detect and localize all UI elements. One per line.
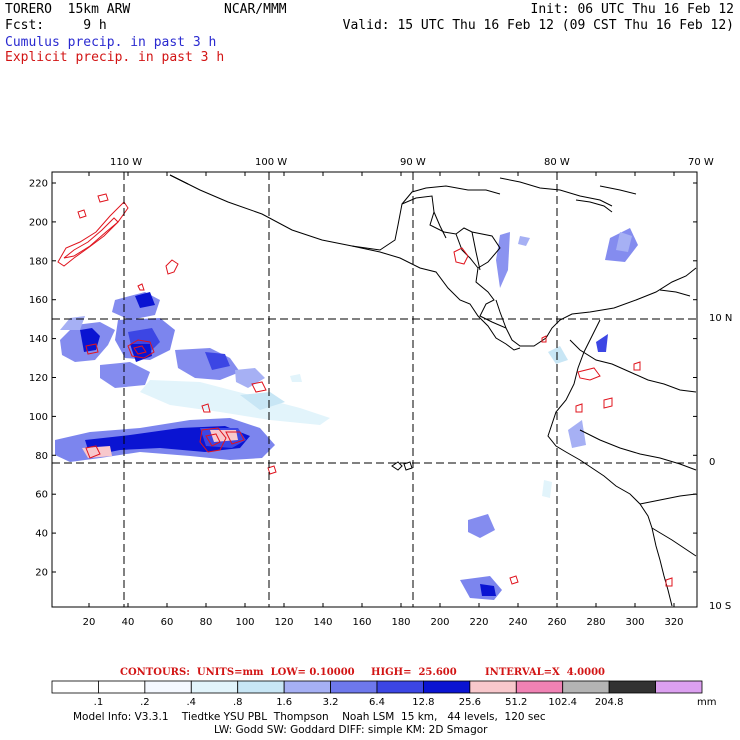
colorbar-label: 12.8 [412,697,434,708]
colorbar-label: 102.4 [548,697,577,708]
x-tick-label: 260 [547,617,566,628]
colorbar-label: 204.8 [595,697,624,708]
y-tick-label: 20 [35,568,48,579]
y-tick-label: 160 [29,295,48,306]
colorbar-label: 3.2 [323,697,339,708]
lon-label-90w: 90 W [400,157,426,168]
colorbar-label: .1 [94,697,104,708]
lat-label-10s: 10 S [709,601,732,612]
lat-label-0: 0 [709,457,716,468]
colorbar-swatch [190,680,239,694]
colorbar-swatch [237,680,285,694]
organization-label: NCAR/MMM [224,2,287,17]
lon-label-70w: 70 W [688,157,714,168]
y-tick-label: 80 [35,451,48,462]
colorbar-swatch [98,680,146,694]
x-tick-label: 20 [83,617,96,628]
legend-explicit-precip: Explicit precip. in past 3 h [5,50,225,65]
contour-high: HIGH= 25.600 [371,667,457,678]
x-tick-label: 200 [430,617,449,628]
colorbar-swatch [423,680,471,694]
x-tick-label: 320 [664,617,683,628]
y-tick-label: 60 [35,490,48,501]
colorbar-swatch [283,680,331,694]
x-tick-label: 220 [469,617,488,628]
precip-shading [55,228,638,600]
forecast-hour: Fcst: 9 h [5,18,107,33]
y-tick-label: 180 [29,256,48,267]
colorbar-label: 1.6 [276,697,292,708]
x-tick-label: 60 [161,617,174,628]
explicit-contours [57,193,673,587]
x-tick-label: 280 [586,617,605,628]
map-frame [51,171,698,608]
lon-label-80w: 80 W [544,157,570,168]
colorbar-swatch [469,680,517,694]
valid-time: Valid: 15 UTC Thu 16 Feb 12 (09 CST Thu … [342,18,734,33]
colorbar-swatch [144,680,192,694]
init-time: Init: 06 UTC Thu 16 Feb 12 [530,2,735,17]
colorbar-label: 51.2 [505,697,527,708]
x-tick-label: 100 [235,617,254,628]
contour-units: CONTOURS: UNITS=mm LOW= 0.10000 [120,667,355,678]
colorbar-label: .8 [233,697,243,708]
x-tick-label: 300 [625,617,644,628]
y-tick-label: 100 [29,412,48,423]
x-tick-label: 160 [352,617,371,628]
model-info-line1: Model Info: V3.3.1 Tiedtke YSU PBL Thomp… [73,711,546,723]
colorbar-swatch [330,680,378,694]
colorbar-label: .2 [140,697,150,708]
axis-labels: 220 200 180 160 140 120 100 80 60 40 20 20 40 60 80 100… [29,179,684,629]
colorbar-swatch [515,680,564,694]
y-tick-label: 40 [35,529,48,540]
lon-label-110w: 110 W [110,157,143,168]
latlon-grid [52,172,697,607]
colorbar-swatch [655,680,703,694]
contour-interval: INTERVAL=X 4.0000 [485,667,605,678]
model-title: TORERO 15km ARW [5,2,131,17]
y-tick-label: 140 [29,334,48,345]
y-tick-label: 220 [29,179,48,190]
colorbar-swatch [608,680,656,694]
lon-label-100w: 100 W [255,157,288,168]
lat-label-10n: 10 N [709,313,733,324]
colorbar-swatch [376,680,424,694]
colorbar-label: 25.6 [459,697,481,708]
colorbar-swatch [562,680,610,694]
x-tick-label: 240 [508,617,527,628]
y-tick-label: 200 [29,217,48,228]
x-tick-label: 40 [122,617,135,628]
colorbar: .1 .2 .4 .8 1.6 3.2 6.4 12.8 25.6 51.2 102.4 204.8 [51,680,703,708]
colorbar-label: .4 [187,697,197,708]
colorbar-label: 6.4 [369,697,385,708]
axis-ticks [52,172,697,607]
x-tick-label: 120 [274,617,293,628]
colorbar-unit: mm [697,697,717,708]
x-tick-label: 180 [391,617,410,628]
x-tick-label: 140 [313,617,332,628]
colorbar-swatch [51,680,99,694]
y-tick-label: 120 [29,373,48,384]
x-tick-label: 80 [200,617,213,628]
model-info-line2: LW: Godd SW: Goddard DIFF: simple KM: 2D… [214,724,488,736]
legend-cumulus-precip: Cumulus precip. in past 3 h [5,35,217,50]
